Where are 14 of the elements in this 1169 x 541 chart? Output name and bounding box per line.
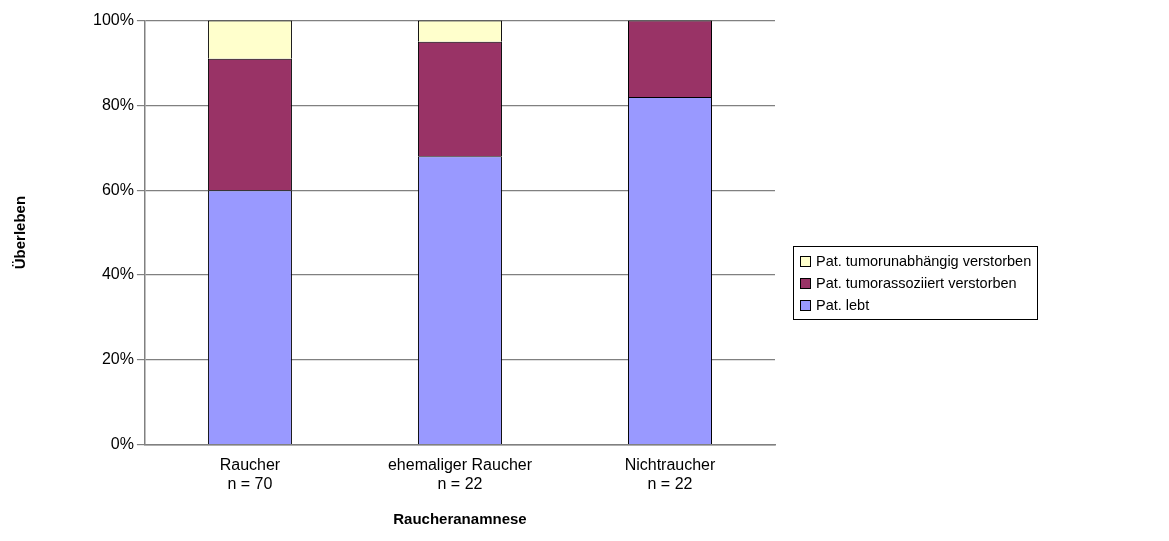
x-tick-label: Nichtraucher n = 22	[624, 455, 717, 492]
x-tick-label: ehemaliger Raucher n = 22	[387, 455, 533, 492]
legend-label: Pat. tumorunabhängig verstorben	[816, 252, 1032, 271]
x-tick-label: Raucher n = 70	[219, 455, 281, 492]
y-tick-label: 60%	[101, 180, 134, 198]
y-tick-label: 40%	[101, 265, 134, 283]
y-tick-label: 100%	[93, 11, 134, 29]
x-axis-title: Raucheranamnese	[393, 510, 527, 528]
y-tick-label: 0%	[110, 435, 134, 453]
legend-label: Pat. tumorassoziiert verstorben	[816, 274, 1017, 293]
y-axis-title: Überleben	[11, 195, 29, 270]
y-tick-label: 20%	[101, 350, 134, 368]
legend-label: Pat. lebt	[816, 296, 870, 315]
y-tick-label: 80%	[101, 95, 134, 113]
